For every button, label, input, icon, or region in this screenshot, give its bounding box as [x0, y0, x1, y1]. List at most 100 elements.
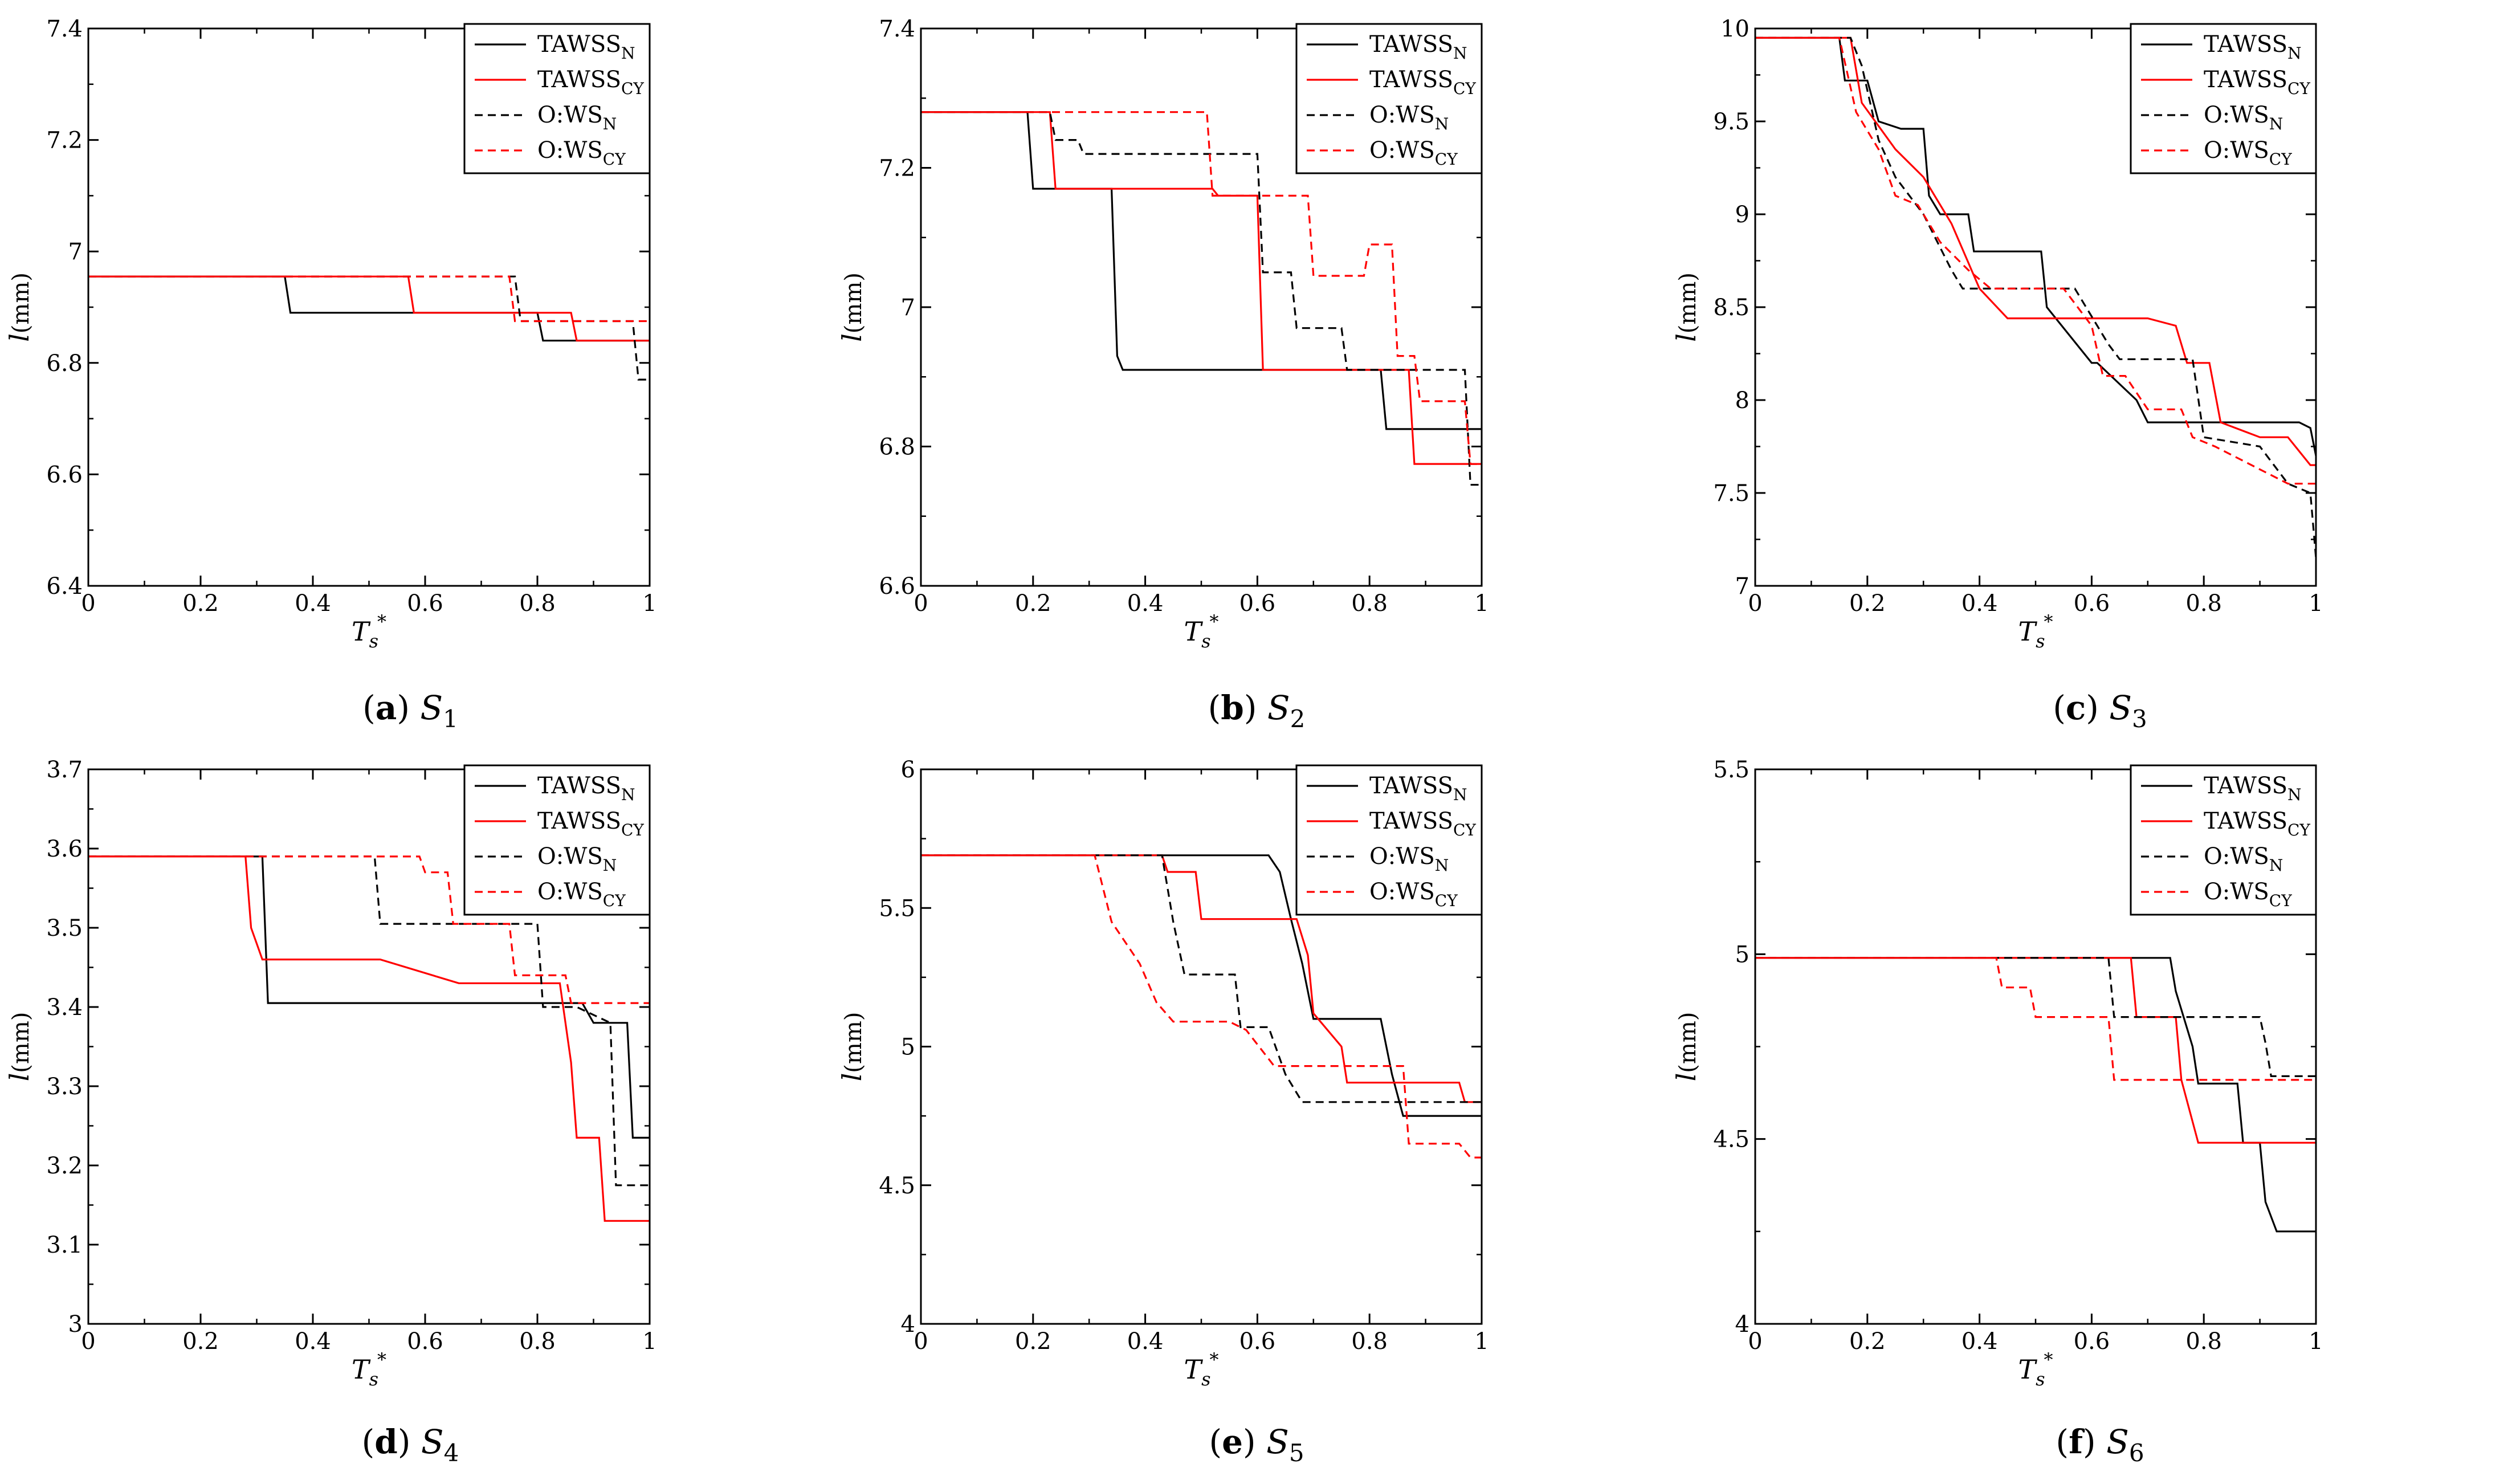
x-tick-label: 0.8	[519, 1328, 556, 1355]
x-tick-label: 0.2	[1015, 1328, 1051, 1355]
legend-entry: TAWSSN	[537, 773, 635, 804]
series-group	[88, 855, 650, 1222]
x-axis-label: Ts*	[2018, 611, 2053, 652]
y-tick-label: 3.3	[46, 1074, 83, 1100]
y-tick-label: 7	[901, 295, 915, 321]
chart-panel-4: 0 0.2 0.4 0.6 0.8 1 3 3.1 3.2 3.3 3.4 3.5 3.6 3.7 Ts* l…	[4, 757, 657, 1467]
series-line-tawss-n	[88, 855, 650, 1139]
chart-panel-6: 0 0.2 0.4 0.6 0.8 144.555.5Ts*l(mm)TAWSSNTAWS…	[1671, 757, 2323, 1467]
panel-caption: (e) S5	[1209, 1422, 1304, 1467]
series-line-o-ws-n	[1755, 36, 2316, 558]
legend-entry: TAWSSCY	[2204, 67, 2310, 98]
series-group	[88, 275, 650, 381]
x-tick-label: 0.6	[407, 590, 443, 617]
series-line-tawss-n	[921, 111, 1482, 430]
legend-entry: TAWSSCY	[1369, 808, 1476, 839]
panel-caption: (b) S2	[1208, 688, 1306, 733]
legend-entry: TAWSSN	[2204, 31, 2301, 63]
y-tick-label: 6.8	[879, 434, 915, 460]
x-tick-label: 0.4	[1127, 590, 1164, 617]
panel-caption: (a) S1	[362, 688, 458, 733]
y-tick-label: 9.5	[1713, 109, 1750, 135]
x-tick-label: 0	[914, 590, 928, 617]
series-group	[1755, 36, 2316, 558]
x-tick-label: 0	[1748, 590, 1762, 617]
y-tick-label: 9	[1735, 202, 1750, 228]
legend-entry: TAWSSCY	[2204, 808, 2310, 839]
y-tick-label: 7.4	[879, 16, 915, 42]
x-tick-label: 0.6	[2074, 1328, 2110, 1355]
x-tick-label: 0.6	[1239, 1328, 1276, 1355]
x-tick-label: 0.4	[1127, 1328, 1164, 1355]
series-line-o-ws-cy	[1755, 36, 2316, 485]
x-tick-label: 0	[81, 590, 95, 617]
legend-entry: O:WSN	[537, 843, 617, 875]
y-tick-label: 6.4	[46, 573, 83, 600]
x-axis-label: Ts*	[1184, 1349, 1218, 1390]
series-line-o-ws-n	[88, 855, 650, 1187]
legend: TAWSSN TAWSSCY O:WSN O:WSCY	[463, 23, 651, 174]
y-tick-label: 6	[901, 757, 915, 783]
x-tick-label: 0.8	[1351, 1328, 1388, 1355]
x-tick-label: 0.4	[295, 590, 331, 617]
x-tick-label: 0.6	[407, 1328, 443, 1355]
legend: TAWSSN TAWSSCY O:WSN O:WSCY	[2130, 764, 2317, 916]
panel-caption: (c) S3	[2053, 688, 2147, 733]
legend-entry: TAWSSN	[2204, 773, 2301, 804]
legend-entry: TAWSSCY	[1369, 67, 1476, 98]
x-tick-label: 0.4	[1962, 590, 1998, 617]
y-tick-label: 8	[1735, 388, 1750, 414]
y-tick-label: 10	[1720, 16, 1750, 42]
series-group	[921, 854, 1482, 1159]
legend-box	[2130, 764, 2317, 916]
x-tick-label: 1	[1474, 1328, 1489, 1355]
legend-entry: O:WSN	[1369, 102, 1449, 133]
series-line-tawss-cy	[1755, 36, 2316, 466]
x-axis-label: Ts*	[2018, 1349, 2053, 1390]
series-line-tawss-n	[1755, 36, 2316, 456]
y-tick-label: 6.6	[46, 462, 83, 488]
series-line-o-ws-n	[88, 275, 650, 381]
legend: TAWSSN TAWSSCY O:WSN O:WSCY	[1295, 23, 1483, 174]
y-tick-label: 5.5	[879, 895, 915, 922]
legend-box	[463, 23, 651, 174]
x-tick-label: 0.2	[1849, 590, 1886, 617]
series-line-tawss-cy	[1755, 957, 2316, 1144]
x-tick-label: 0.2	[182, 590, 219, 617]
legend-entry: TAWSSCY	[537, 808, 644, 839]
x-tick-label: 0.6	[2074, 590, 2110, 617]
series-group	[921, 111, 1482, 486]
x-tick-label: 0.4	[1962, 1328, 1998, 1355]
x-axis-label: Ts*	[1184, 611, 1218, 652]
x-tick-label: 0.2	[1015, 590, 1051, 617]
legend: TAWSSN TAWSSCY O:WSN O:WSCY	[1295, 764, 1483, 916]
y-tick-label: 4	[1735, 1311, 1750, 1338]
y-tick-label: 7	[1735, 573, 1750, 600]
legend: TAWSSN TAWSSCY O:WSN O:WSCY	[463, 764, 651, 916]
y-tick-label: 5.5	[1713, 757, 1750, 783]
series-line-tawss-n	[88, 275, 650, 342]
y-axis-label: l(mm)	[837, 1012, 867, 1082]
y-tick-label: 5	[901, 1034, 915, 1061]
x-tick-label: 1	[2309, 1328, 2323, 1355]
y-tick-label: 3	[68, 1311, 83, 1338]
series-line-o-ws-n	[921, 111, 1482, 486]
x-tick-label: 0.8	[2185, 590, 2222, 617]
series-line-o-ws-n	[921, 854, 1482, 1103]
series-line-o-ws-cy	[1755, 957, 2316, 1081]
y-axis-label: l(mm)	[837, 272, 867, 342]
series-line-tawss-cy	[88, 275, 650, 342]
y-tick-label: 6.6	[879, 573, 915, 600]
legend-entry: O:WSN	[2204, 102, 2283, 133]
y-axis-label: l(mm)	[4, 1012, 35, 1082]
x-tick-label: 1	[642, 1328, 656, 1355]
x-tick-label: 0	[914, 1328, 928, 1355]
series-group	[1755, 957, 2316, 1233]
y-tick-label: 6.8	[46, 350, 83, 377]
series-line-tawss-n	[921, 854, 1482, 1117]
x-tick-label: 1	[2309, 590, 2323, 617]
y-axis-label: l(mm)	[1671, 272, 1702, 342]
legend-entry: O:WSN	[2204, 843, 2283, 875]
chart-panel-3: 0 0.2 0.4 0.6 0.8 1 7 7.5 8 8.5 9 9.5 10 Ts* l(mm) TAWS…	[1671, 16, 2323, 733]
legend-entry: O:WSCY	[1369, 879, 1458, 910]
